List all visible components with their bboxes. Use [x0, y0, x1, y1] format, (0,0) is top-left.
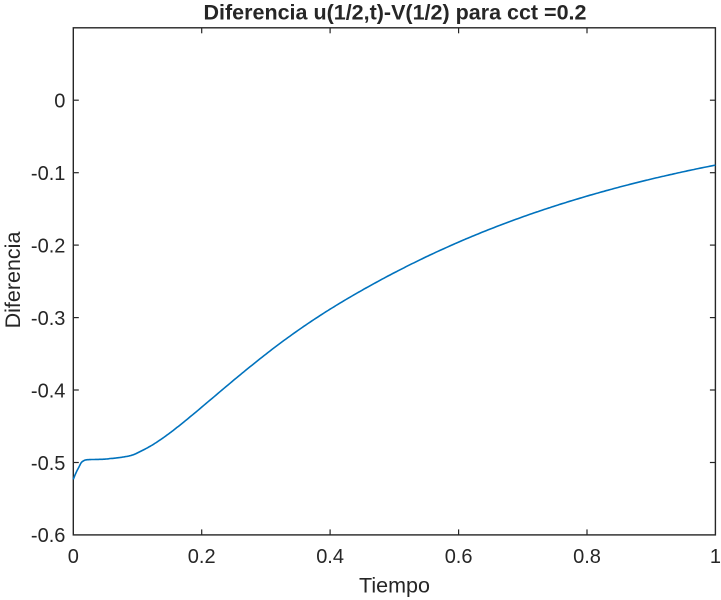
svg-text:-0.3: -0.3 — [31, 308, 65, 330]
svg-text:0.6: 0.6 — [445, 546, 473, 568]
svg-text:Diferencia: Diferencia — [1, 232, 25, 329]
svg-text:-0.5: -0.5 — [31, 453, 65, 475]
svg-text:0.2: 0.2 — [188, 546, 216, 568]
svg-text:Diferencia u(1/2,t)-V(1/2) par: Diferencia u(1/2,t)-V(1/2) para cct =0.2 — [204, 1, 587, 25]
svg-text:1: 1 — [710, 546, 721, 568]
svg-text:0: 0 — [68, 546, 79, 568]
svg-text:Tiempo: Tiempo — [359, 574, 430, 598]
svg-text:-0.4: -0.4 — [31, 380, 65, 402]
svg-text:-0.1: -0.1 — [31, 163, 65, 185]
svg-text:0.4: 0.4 — [316, 546, 344, 568]
svg-text:0: 0 — [54, 91, 65, 113]
svg-text:-0.6: -0.6 — [31, 525, 65, 547]
svg-text:-0.2: -0.2 — [31, 235, 65, 257]
svg-text:0.8: 0.8 — [573, 546, 601, 568]
